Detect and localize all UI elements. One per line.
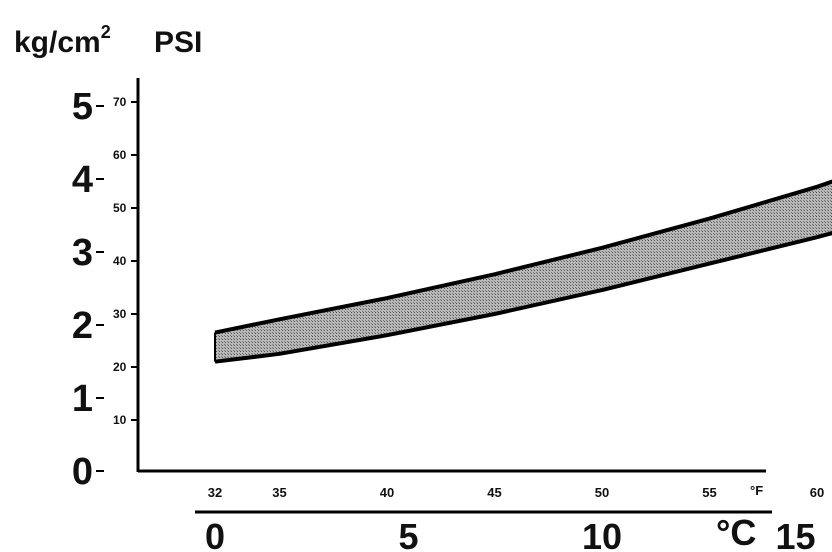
left-tick-label: 1 <box>72 378 93 420</box>
fahrenheit-tick-label: 35 <box>272 485 286 500</box>
fahrenheit-tick-label: 60 <box>810 485 824 500</box>
upper-boundary-line <box>214 179 832 335</box>
fahrenheit-tick-label: 40 <box>380 485 394 500</box>
left-axis-ticks: 0 1 2 3 4 5 <box>72 86 104 493</box>
celsius-tick-label: 15 <box>775 516 815 552</box>
fahrenheit-tick-label: 45 <box>487 485 501 500</box>
celsius-tick-label: 5 <box>398 516 418 552</box>
right-axis-ticks: 10 20 30 40 50 60 70 <box>113 95 138 427</box>
lower-boundary-line <box>214 231 832 364</box>
fahrenheit-tick-label: 50 <box>595 485 609 500</box>
right-tick-label: 10 <box>113 413 127 427</box>
right-tick-label: 30 <box>113 307 127 321</box>
pressure-band <box>214 179 832 364</box>
right-tick-label: 20 <box>113 360 127 374</box>
left-axis-unit-text: kg/cm <box>14 26 101 59</box>
left-axis-unit-superscript: 2 <box>101 22 111 42</box>
right-tick-label: 50 <box>113 201 127 215</box>
right-tick-label: 40 <box>113 254 127 268</box>
right-axis-unit-label: PSI <box>154 26 202 59</box>
right-tick-label: 70 <box>113 95 127 109</box>
fahrenheit-axis-ticks: 3235404550556065707580 <box>208 485 824 500</box>
left-tick-label: 3 <box>72 232 93 274</box>
left-tick-label: 5 <box>72 86 93 128</box>
celsius-axis-ticks: 0510152025 <box>205 516 816 552</box>
fahrenheit-unit-label: °F <box>750 483 763 498</box>
celsius-tick-label: 0 <box>205 516 225 552</box>
left-tick-label: 2 <box>72 305 93 347</box>
fahrenheit-tick-label: 32 <box>208 485 222 500</box>
fahrenheit-tick-label: 55 <box>702 485 716 500</box>
right-tick-label: 60 <box>113 148 127 162</box>
left-tick-label: 4 <box>72 159 93 201</box>
celsius-unit-label: °C <box>716 512 756 552</box>
band-fill <box>215 181 832 362</box>
left-axis-unit-label: kg/cm2 <box>14 22 111 59</box>
left-tick-label: 0 <box>72 451 93 493</box>
celsius-tick-label: 10 <box>582 516 622 552</box>
